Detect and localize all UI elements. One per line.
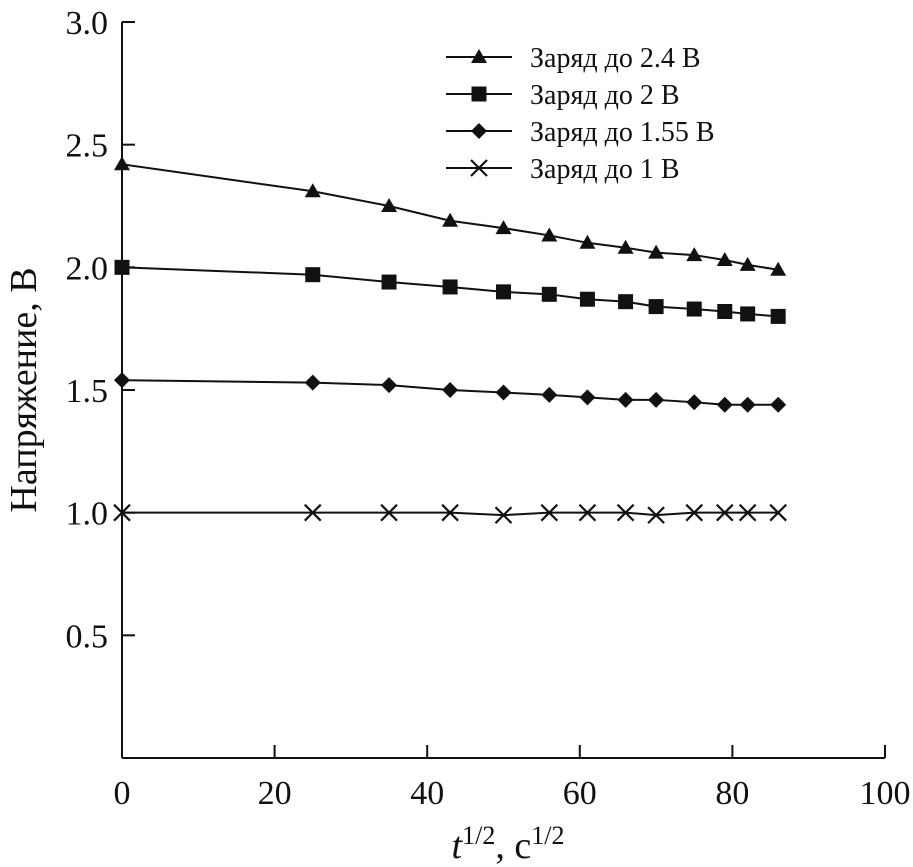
data-point-cross: [738, 503, 757, 522]
data-point-triangle: [442, 212, 459, 227]
data-point-diamond: [579, 389, 596, 406]
data-point-cross: [769, 503, 787, 522]
data-point-triangle: [648, 244, 665, 259]
data-point-square: [442, 279, 458, 295]
data-point-cross: [303, 503, 322, 522]
series-diamond: [114, 372, 787, 413]
data-point-square: [648, 299, 664, 315]
data-point-diamond: [381, 377, 398, 394]
legend-label: Заряд до 1 В: [530, 154, 680, 185]
data-point-square: [496, 284, 511, 300]
legend: Заряд до 2.4 В Заряд до 2 В Заряд до 1.55 …: [446, 43, 715, 185]
y-tick-label: 3.0: [66, 5, 109, 42]
data-point-cross: [647, 506, 665, 524]
x-tick-label: 20: [258, 775, 292, 812]
data-point-triangle: [579, 234, 596, 249]
x-tick-label: 100: [860, 775, 911, 812]
data-point-cross: [715, 503, 734, 522]
data-point-diamond: [739, 396, 756, 413]
x-tick-label: 80: [715, 775, 749, 812]
legend-marker-cross: [470, 159, 488, 177]
y-axis-title: Напряжение, В: [3, 267, 45, 512]
data-point-cross: [494, 506, 513, 524]
x-axis-title-sep: ,: [495, 825, 514, 867]
data-point-triangle: [114, 156, 130, 171]
y-tick-label: 1.5: [66, 373, 109, 410]
x-axis-title-unit: с: [514, 825, 531, 867]
x-axis-title-var: t: [452, 825, 464, 867]
data-point-diamond: [770, 396, 787, 413]
x-tick-label: 40: [410, 775, 444, 812]
data-point-square: [305, 267, 321, 283]
data-point-diamond: [686, 394, 703, 411]
data-point-diamond: [716, 396, 733, 413]
data-point-triangle: [495, 220, 512, 235]
legend-label: Заряд до 2 В: [530, 80, 680, 111]
data-point-diamond: [495, 384, 512, 401]
data-point-triangle: [617, 239, 634, 254]
data-point-diamond: [304, 374, 321, 391]
data-point-triangle: [770, 261, 787, 276]
y-tick-label: 2.5: [66, 128, 109, 165]
data-point-triangle: [381, 198, 398, 212]
x-tick-label: 60: [563, 775, 597, 812]
data-point-cross: [113, 503, 131, 522]
data-point-triangle: [304, 183, 321, 198]
data-point-triangle: [686, 247, 703, 262]
data-point-square: [114, 259, 130, 275]
series-layer: [113, 156, 787, 524]
legend-label: Заряд до 1.55 В: [530, 117, 715, 148]
data-point-square: [618, 294, 634, 310]
series-square: [114, 259, 786, 324]
data-point-square: [717, 303, 733, 319]
data-point-cross: [685, 503, 704, 522]
series-triangle: [114, 156, 787, 276]
legend-entry: Заряд до 2.4 В: [446, 43, 701, 74]
legend-marker-triangle: [471, 49, 487, 63]
data-point-cross: [540, 503, 559, 522]
legend-label: Заряд до 2.4 В: [530, 43, 701, 74]
data-point-diamond: [541, 386, 558, 403]
x-axis-title-unit-exp: 1/2: [531, 821, 564, 850]
x-tick-label: 0: [114, 775, 131, 812]
tick-labels: 0 20 40 60 80 100 0.5 1.0 1.5 2.0 2.5 3.0: [66, 5, 911, 812]
data-point-diamond: [617, 391, 634, 408]
data-point-square: [770, 308, 786, 324]
data-point-diamond: [442, 382, 459, 398]
y-tick-label: 0.5: [66, 618, 109, 655]
legend-marker-diamond: [471, 123, 487, 139]
x-axis-title-var-exp: 1/2: [462, 821, 495, 850]
data-point-cross: [441, 503, 459, 522]
y-tick-label: 2.0: [66, 250, 109, 287]
legend-marker-square: [471, 86, 487, 102]
data-point-cross: [380, 503, 398, 522]
x-axis-title: t1/2, с1/2: [452, 821, 565, 867]
data-point-diamond: [648, 391, 665, 408]
series-cross: [113, 503, 787, 524]
data-point-square: [740, 306, 756, 322]
data-point-square: [686, 301, 702, 317]
data-point-cross: [578, 503, 597, 522]
data-point-triangle: [716, 251, 733, 266]
data-point-square: [541, 286, 557, 302]
data-point-triangle: [739, 256, 756, 271]
data-point-cross: [616, 503, 635, 522]
legend-entry: Заряд до 1 В: [446, 154, 680, 185]
legend-entry: Заряд до 2 В: [446, 80, 680, 111]
y-tick-label: 1.0: [66, 496, 109, 533]
data-point-square: [381, 274, 397, 290]
legend-entry: Заряд до 1.55 В: [446, 117, 715, 148]
data-point-diamond: [114, 372, 130, 389]
data-point-square: [579, 291, 595, 307]
data-point-triangle: [541, 227, 558, 242]
